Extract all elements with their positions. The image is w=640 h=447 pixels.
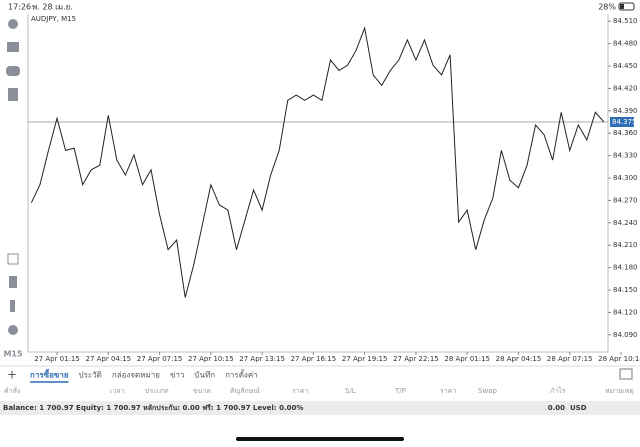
crosshair-icon[interactable] — [7, 253, 19, 265]
function-icon[interactable] — [10, 300, 15, 312]
y-tick-label: 84.390 — [613, 107, 638, 115]
price-line — [30, 26, 605, 298]
x-tick-label: 27 Apr 16:15 — [291, 355, 337, 363]
chat-icon[interactable] — [6, 66, 20, 76]
battery-icon — [618, 2, 635, 11]
account-icon[interactable] — [8, 19, 18, 29]
x-tick-label: 28 Apr 01:15 — [444, 355, 490, 363]
battery-level — [620, 4, 624, 9]
balance-bar — [0, 401, 640, 415]
y-tick-label: 84.270 — [613, 196, 638, 204]
profit: 0.00 — [548, 404, 565, 412]
y-tick-label: 84.180 — [613, 264, 638, 272]
tab[interactable]: การซื้อขาย — [30, 369, 69, 380]
y-tick-label: 84.120 — [613, 308, 638, 316]
column-header: ขนาด — [193, 387, 211, 395]
column-header: ราคา — [292, 387, 308, 395]
x-tick-label: 27 Apr 07:15 — [137, 355, 183, 363]
tab[interactable]: การตั้งค่า — [225, 369, 258, 380]
x-tick-label: 28 Apr 10:15 — [598, 355, 640, 363]
y-tick-label: 84.150 — [613, 286, 638, 294]
column-header: Swap — [478, 387, 497, 395]
y-tick-label: 84.240 — [613, 219, 638, 227]
column-header: หมายเหตุ — [605, 387, 634, 395]
indicator-icon[interactable] — [8, 88, 18, 101]
tab[interactable]: ประวัติ — [79, 371, 102, 380]
add-button[interactable]: + — [7, 368, 17, 382]
column-header: คำสั่ง — [4, 386, 20, 395]
column-header: T/P — [394, 387, 406, 395]
candles-icon[interactable] — [9, 276, 17, 288]
column-header: สัญลักษณ์ — [230, 387, 260, 395]
column-header: ราคา — [440, 387, 456, 395]
y-tick-label: 84.480 — [613, 40, 638, 48]
tab[interactable]: กล่องจดหมาย — [112, 371, 160, 380]
account-summary: Balance: 1 700.97 Equity: 1 700.97 หลักป… — [3, 404, 303, 412]
y-tick-label: 84.300 — [613, 174, 638, 182]
left-toolbar — [6, 19, 20, 335]
y-tick-label: 84.450 — [613, 62, 638, 70]
column-header: กำไร — [550, 386, 566, 395]
status-time: 17:26 — [8, 3, 31, 12]
column-header: ประเภท — [145, 387, 169, 395]
current-price-label: 84.375 — [612, 118, 637, 126]
trade-icon[interactable] — [7, 42, 19, 52]
tab[interactable]: บันทึก — [194, 371, 215, 380]
chart-title: AUDJPY, M15 — [31, 15, 76, 23]
y-tick-label: 84.420 — [613, 84, 638, 92]
home-indicator — [236, 437, 404, 441]
x-tick-label: 27 Apr 04:15 — [85, 355, 131, 363]
x-tick-label: 27 Apr 22:15 — [393, 355, 439, 363]
status-battery: 28% — [598, 3, 616, 12]
timeframe-button[interactable]: M15 — [3, 350, 23, 359]
x-tick-label: 27 Apr 01:15 — [34, 355, 80, 363]
y-tick-label: 84.360 — [613, 129, 638, 137]
status-date: พ. 28 เม.ย. — [32, 3, 73, 12]
y-tick-label: 84.330 — [613, 152, 638, 160]
x-tick-label: 27 Apr 13:15 — [239, 355, 285, 363]
tab[interactable]: ข่าว — [170, 371, 184, 380]
x-tick-label: 28 Apr 04:15 — [496, 355, 542, 363]
layout-button[interactable] — [619, 368, 633, 380]
column-header: S/L — [345, 387, 356, 395]
y-tick-label: 84.510 — [613, 17, 638, 25]
x-tick-label: 28 Apr 07:15 — [547, 355, 593, 363]
x-tick-label: 27 Apr 10:15 — [188, 355, 234, 363]
x-tick-label: 27 Apr 19:15 — [342, 355, 388, 363]
y-tick-label: 84.210 — [613, 241, 638, 249]
currency: USD — [570, 404, 587, 412]
y-tick-label: 84.090 — [613, 331, 638, 339]
current-price-box — [610, 117, 634, 128]
column-header: เวลา — [110, 387, 125, 395]
objects-icon[interactable] — [8, 325, 18, 335]
